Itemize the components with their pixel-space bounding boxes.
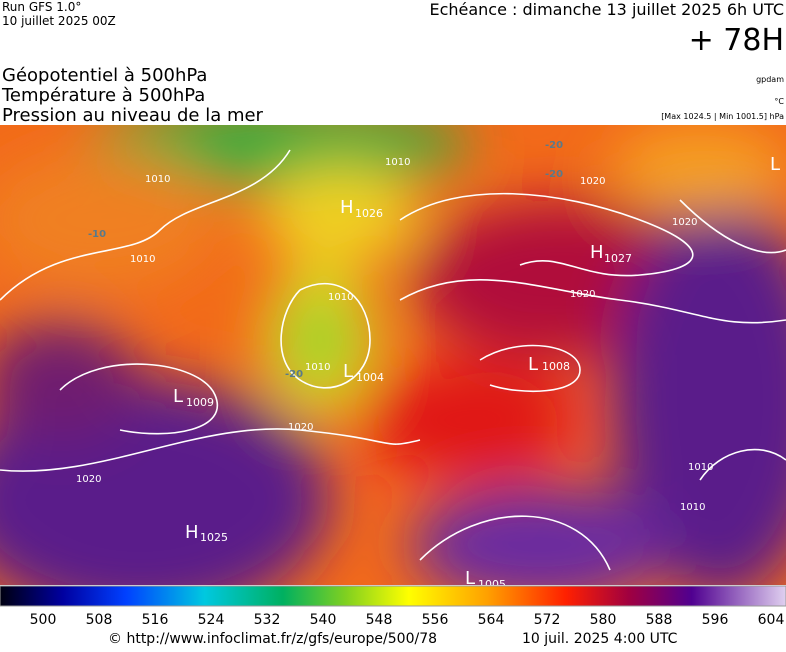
unit: gpdam xyxy=(756,75,784,84)
issue-time: 10 juil. 2025 4:00 UTC xyxy=(522,631,678,647)
colorbar-label: 580 xyxy=(590,612,617,628)
centre-value: 1008 xyxy=(542,360,570,373)
temperature-label: -20 xyxy=(545,140,563,151)
colorbar-label: 588 xyxy=(646,612,673,628)
isobar-label: 1020 xyxy=(570,289,595,300)
temperature-labels: -20 -20 -20 -10 xyxy=(88,140,563,380)
isobar-label: 1010 xyxy=(305,362,330,373)
unit: [Max 1024.5 | Min 1001.5] hPa xyxy=(661,112,784,121)
centre-letter: L xyxy=(528,354,538,375)
colorbar-label: 564 xyxy=(478,612,505,628)
isobar-label: 1010 xyxy=(328,292,353,303)
colorbar-label: 500 xyxy=(30,612,57,628)
isobar-label: 1010 xyxy=(130,254,155,265)
centre-letter: L xyxy=(173,386,183,407)
valid-time: Echéance : dimanche 13 juillet 2025 6h U… xyxy=(429,0,784,19)
colorbar-label: 516 xyxy=(142,612,169,628)
colorbar-labels: 500 508 516 524 532 540 548 556 564 572 580 588 596 6… xyxy=(30,612,785,628)
colorbar-label: 548 xyxy=(366,612,393,628)
colorbar-label: 572 xyxy=(534,612,561,628)
field-name: Température à 500hPa xyxy=(1,85,205,106)
run-label: Run GFS 1.0° xyxy=(2,0,81,14)
lead-time: + 78H xyxy=(689,23,784,58)
centre-value: 1025 xyxy=(200,531,228,544)
isobar-label: 1010 xyxy=(680,502,705,513)
pressure-centres: H 1026 H 1027 L 1008 L 1004 L 1009 H 102… xyxy=(173,154,780,591)
colorbar-label: 508 xyxy=(86,612,113,628)
isobar-label: 1020 xyxy=(288,422,313,433)
centre-value: 1009 xyxy=(186,396,214,409)
centre-value: 1027 xyxy=(604,252,632,265)
centre-letter: H xyxy=(590,242,604,263)
isobar-label: 1020 xyxy=(672,217,697,228)
centre-value: 1004 xyxy=(356,371,384,384)
centre-letter: H xyxy=(340,197,354,218)
centre-letter: L xyxy=(343,361,353,382)
colorbar-label: 532 xyxy=(254,612,281,628)
run-date: 10 juillet 2025 00Z xyxy=(2,14,116,28)
centre-letter: H xyxy=(185,522,199,543)
isobar-label: 1020 xyxy=(76,474,101,485)
colorbar xyxy=(0,585,786,607)
field-name: Géopotentiel à 500hPa xyxy=(2,65,207,86)
colorbar-label: 556 xyxy=(422,612,449,628)
source-url: © http://www.infoclimat.fr/z/gfs/europe/… xyxy=(108,631,437,647)
temperature-label: -20 xyxy=(545,169,563,180)
field-name: Pression au niveau de la mer xyxy=(2,105,264,126)
temperature-label: -20 xyxy=(285,369,303,380)
centre-value: 1026 xyxy=(355,207,383,220)
colorbar-label: 596 xyxy=(702,612,729,628)
colorbar-label: 604 xyxy=(758,612,785,628)
isobar-label: 1010 xyxy=(688,462,713,473)
centre-letter: L xyxy=(465,568,475,589)
isobar-label: 1010 xyxy=(145,174,170,185)
centre-letter: L xyxy=(770,154,780,175)
colorbar-label: 524 xyxy=(198,612,225,628)
isobar-labels: 1010 1010 1020 1010 1020 1020 1020 1010 … xyxy=(76,157,713,513)
isobar-label: 1010 xyxy=(385,157,410,168)
colorbar-label: 540 xyxy=(310,612,337,628)
unit: °C xyxy=(774,97,784,106)
isobar-label: 1020 xyxy=(580,176,605,187)
temperature-label: -10 xyxy=(88,229,106,240)
map-field xyxy=(0,125,786,585)
